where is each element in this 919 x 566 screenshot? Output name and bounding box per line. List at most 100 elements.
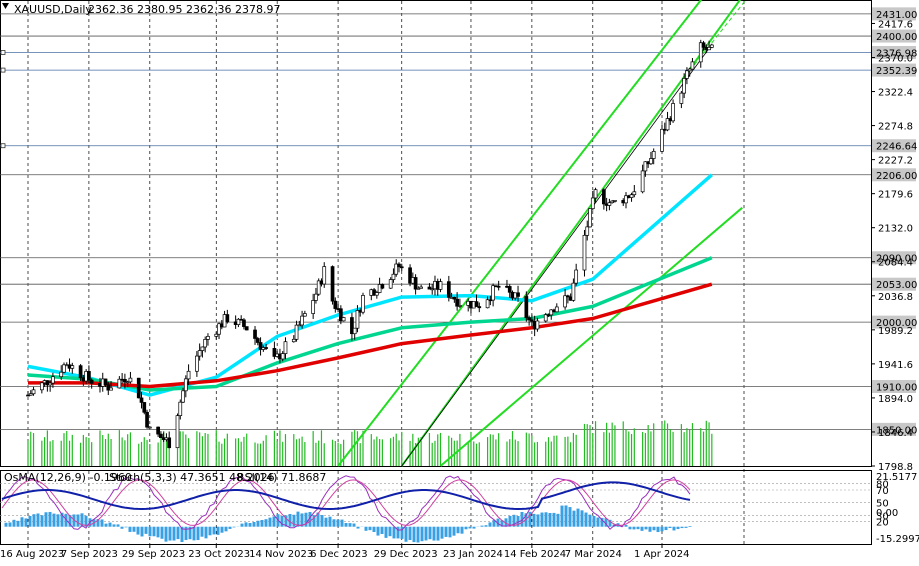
osma-bar [685, 527, 688, 528]
price-tick-label: 1941.6 [878, 360, 913, 371]
osma-bar [349, 523, 352, 527]
candle-body [633, 192, 636, 195]
indicator-tick-label: -15.2997 [876, 534, 919, 545]
candle-body [420, 287, 423, 288]
osma-bar [245, 522, 248, 526]
osma-bar [645, 527, 648, 530]
date-tick-label: 16 Aug 2023 [0, 549, 64, 560]
candle-body [143, 402, 146, 412]
osma-bar [33, 514, 36, 527]
osma-bar [25, 518, 28, 526]
osma-bar [321, 515, 324, 527]
candle-body [685, 71, 688, 79]
level-label: 2246.64 [876, 142, 917, 153]
osma-bar [157, 527, 160, 538]
candle-body [353, 328, 356, 334]
price-tick-label: 1846.4 [878, 428, 913, 439]
indicator-tick-label: 70 [876, 486, 889, 497]
osma-bar [461, 527, 464, 534]
osma-bar [229, 527, 232, 529]
osma-bar [269, 518, 272, 527]
osma-bar [273, 516, 276, 526]
candle-body [649, 159, 652, 164]
osma-bar [113, 524, 116, 526]
osma-bar [489, 522, 492, 526]
osma-bar [257, 521, 260, 527]
osma-bar [485, 525, 488, 527]
osma-bar [541, 513, 544, 527]
level-marker [1, 51, 5, 55]
candle-body [591, 198, 594, 209]
osma-bar [221, 527, 224, 533]
candle-body [148, 427, 151, 428]
osma-bar [5, 523, 8, 527]
osma-bar [449, 527, 452, 538]
candle-body [589, 209, 592, 227]
price-tick-label: 2274.8 [878, 122, 913, 133]
candle-body [414, 277, 417, 289]
price-tick-label: 1989.2 [878, 326, 913, 337]
candle-body [265, 348, 268, 349]
osma-bar [161, 527, 164, 539]
date-tick-label: 14 Feb 2024 [504, 549, 566, 560]
osma-bar [145, 527, 148, 534]
osma-bar [129, 527, 132, 532]
candle-body [583, 235, 586, 270]
osma-bar [597, 518, 600, 527]
osma-bar [445, 527, 448, 537]
osma-bar [633, 527, 636, 530]
date-tick-label: 6 Dec 2023 [310, 549, 368, 560]
candle-body [314, 294, 317, 300]
candle-body [281, 354, 284, 359]
osma-bar [385, 527, 388, 538]
osma-bar [573, 511, 576, 527]
osma-bar [121, 527, 124, 529]
price-tick-label: 2227.2 [878, 156, 913, 167]
candle-body [708, 47, 711, 49]
candle-body [517, 293, 520, 297]
candle-body [187, 371, 190, 379]
osma-bar [389, 527, 392, 536]
osma-bar [109, 523, 112, 527]
osma-bar [549, 513, 552, 527]
osma-bar [537, 514, 540, 526]
osma-bar [101, 519, 104, 526]
candle-body [475, 302, 478, 307]
candle-body [525, 296, 528, 317]
candle-body [323, 267, 326, 284]
osma-bar [585, 513, 588, 527]
candle-body [680, 93, 683, 103]
osma-bar [673, 527, 676, 531]
osma-bar [381, 527, 384, 534]
level-label: 2352.39 [876, 66, 917, 77]
candle-body [182, 391, 185, 402]
candle-body [301, 316, 304, 325]
candle-body [295, 325, 298, 339]
candle-body [661, 129, 664, 151]
candle-body [256, 338, 259, 342]
osma-bar [205, 527, 208, 539]
price-tick-label: 2322.4 [878, 88, 913, 99]
candle-body [702, 43, 705, 48]
candle-body [356, 310, 359, 328]
osma-bar [265, 519, 268, 527]
price-tick-label: 2132.0 [878, 224, 913, 235]
candle-body [392, 274, 395, 279]
osma-bar [13, 520, 16, 527]
candle-body [575, 270, 578, 283]
osma-bar [297, 512, 300, 527]
osma-bar [365, 527, 368, 531]
osma-bar [473, 527, 476, 529]
candle-body [104, 379, 107, 385]
osma-bar [689, 526, 692, 527]
osma-bar [565, 505, 568, 526]
osma-bar [281, 516, 284, 527]
osma-bar [405, 527, 408, 542]
price-tick-label: 2036.8 [878, 292, 913, 303]
level-label: 2400.00 [876, 32, 917, 43]
candle-body [613, 200, 616, 201]
candle-body [87, 371, 90, 380]
osma-bar [209, 527, 212, 536]
